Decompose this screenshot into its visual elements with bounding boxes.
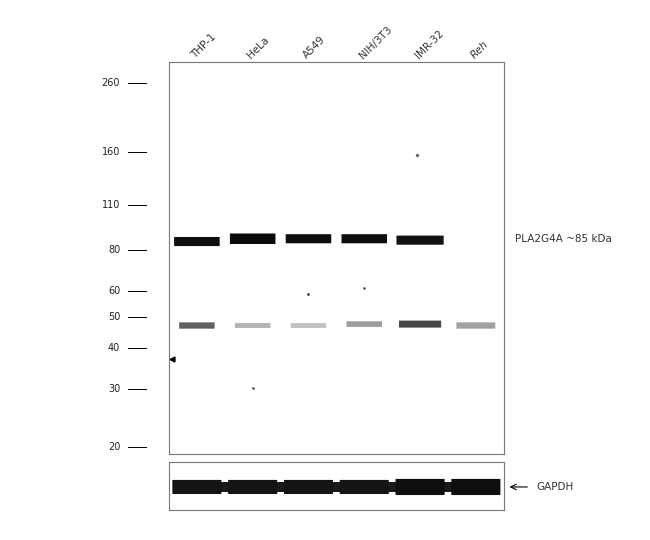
FancyBboxPatch shape <box>174 237 220 246</box>
FancyBboxPatch shape <box>332 482 341 492</box>
FancyBboxPatch shape <box>451 479 500 495</box>
FancyBboxPatch shape <box>179 322 214 329</box>
Text: 110: 110 <box>102 200 120 210</box>
Text: GAPDH: GAPDH <box>536 482 573 492</box>
Text: 40: 40 <box>108 343 120 353</box>
Text: HeLa: HeLa <box>246 35 271 61</box>
Text: 260: 260 <box>102 78 120 88</box>
FancyBboxPatch shape <box>172 480 222 494</box>
Text: 80: 80 <box>108 245 120 255</box>
FancyBboxPatch shape <box>396 235 444 245</box>
Text: NIH/3T3: NIH/3T3 <box>358 24 394 61</box>
FancyBboxPatch shape <box>228 480 278 494</box>
FancyBboxPatch shape <box>341 234 387 244</box>
Text: IMR-32: IMR-32 <box>413 29 445 61</box>
FancyBboxPatch shape <box>291 323 326 328</box>
FancyBboxPatch shape <box>235 323 270 328</box>
Text: 50: 50 <box>108 312 120 322</box>
FancyBboxPatch shape <box>395 479 445 495</box>
FancyBboxPatch shape <box>230 233 276 244</box>
FancyBboxPatch shape <box>340 480 389 494</box>
FancyBboxPatch shape <box>220 482 230 492</box>
FancyBboxPatch shape <box>443 482 453 492</box>
FancyBboxPatch shape <box>399 321 441 328</box>
Text: Reh: Reh <box>469 39 490 61</box>
Text: PLA2G4A ~85 kDa: PLA2G4A ~85 kDa <box>515 234 612 244</box>
Text: A549: A549 <box>302 35 328 61</box>
Text: THP-1: THP-1 <box>190 32 218 61</box>
Text: 60: 60 <box>108 286 120 296</box>
FancyBboxPatch shape <box>456 322 495 329</box>
FancyBboxPatch shape <box>346 321 382 327</box>
Text: 30: 30 <box>108 384 120 394</box>
FancyBboxPatch shape <box>387 482 397 492</box>
FancyBboxPatch shape <box>284 480 333 494</box>
FancyBboxPatch shape <box>276 482 285 492</box>
Text: 20: 20 <box>108 442 120 451</box>
Text: 160: 160 <box>102 147 120 157</box>
FancyBboxPatch shape <box>286 234 332 244</box>
